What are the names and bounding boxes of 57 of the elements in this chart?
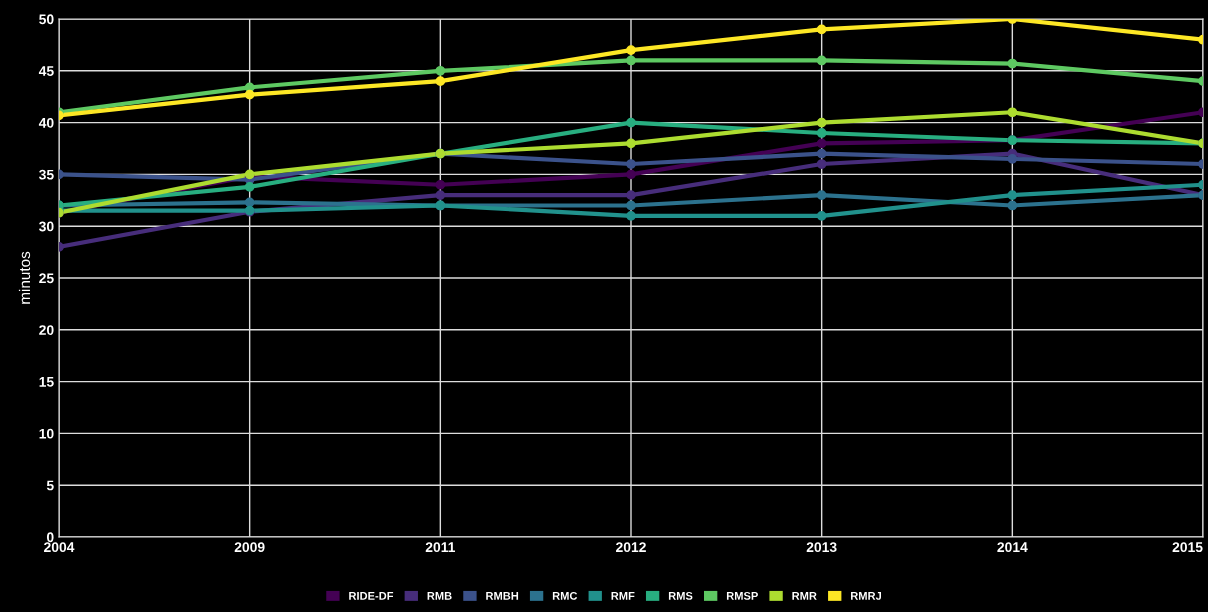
point [816, 128, 827, 138]
y-axis-title: minutos [18, 251, 31, 304]
point [626, 190, 636, 200]
x-tick-label: 2009 [234, 542, 265, 553]
legend-label: RMRJ [851, 592, 882, 600]
point [816, 210, 827, 221]
point [626, 117, 636, 128]
y-tick-label: 10 [39, 428, 54, 439]
x-tick-label: 2012 [616, 542, 646, 553]
point [626, 200, 636, 211]
point [816, 148, 827, 159]
x-tick-label: 2015 [1172, 542, 1203, 553]
point [626, 45, 636, 55]
y-tick-label: 50 [39, 14, 54, 25]
point [435, 65, 446, 76]
point [1007, 153, 1018, 164]
legend-label: RMC [552, 591, 578, 600]
y-tick-label: 0 [46, 532, 54, 543]
point [244, 181, 255, 192]
point [244, 89, 255, 100]
x-tick-label: 2013 [806, 542, 837, 553]
y-tick-label: 30 [39, 221, 54, 232]
y-tick-label: 35 [39, 169, 54, 180]
point [626, 159, 636, 169]
y-tick-label: 45 [38, 66, 54, 76]
point [435, 179, 446, 190]
legend-label: RMBH [486, 592, 519, 600]
y-tick-label: 25 [39, 273, 54, 284]
y-tick-label: 15 [39, 377, 54, 387]
point [435, 76, 446, 87]
point [626, 210, 636, 221]
x-tick-label: 2014 [997, 542, 1028, 553]
legend-label: RMSP [726, 591, 758, 600]
legend-label: RIDE-DF [349, 592, 394, 600]
point [435, 190, 446, 200]
y-tick-label: 40 [38, 117, 54, 128]
legend-label: RMB [427, 592, 452, 600]
point [816, 55, 827, 66]
point [1007, 200, 1018, 211]
x-tick-label: 2004 [44, 542, 75, 553]
point [816, 138, 827, 149]
point [626, 55, 636, 66]
point [816, 190, 827, 200]
legend-label: RMS [668, 591, 693, 600]
legend-label: RMR [792, 592, 817, 600]
x-tick-label: 2011 [425, 542, 456, 553]
point [816, 159, 827, 169]
y-tick-label: 5 [46, 480, 54, 491]
legend-label: RMF [611, 592, 635, 600]
point [626, 138, 636, 149]
point [626, 169, 636, 180]
point [1007, 190, 1018, 200]
point [816, 117, 827, 128]
point [816, 24, 827, 35]
y-tick-label: 20 [39, 325, 54, 335]
point [1007, 58, 1018, 69]
point [1007, 107, 1018, 118]
